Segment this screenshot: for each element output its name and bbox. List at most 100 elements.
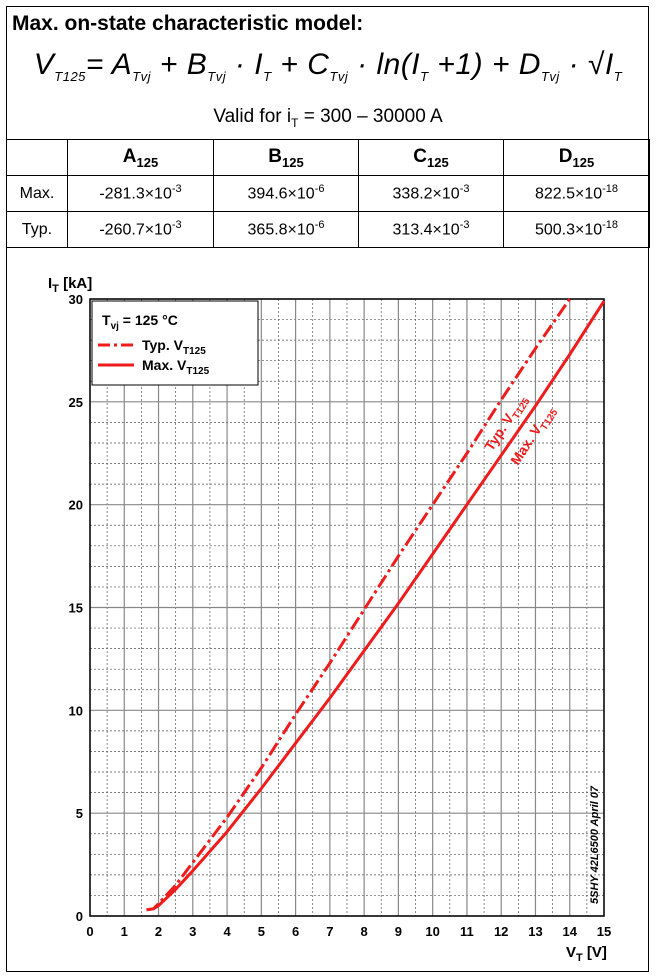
coefficient-cell: 365.8×10-6 bbox=[213, 211, 359, 248]
x-axis-label: VT [V] bbox=[566, 944, 607, 964]
coefficient-mantissa: 313.4×10 bbox=[392, 221, 460, 239]
max-vt125-curve bbox=[146, 300, 606, 912]
x-tick-label: 10 bbox=[425, 924, 439, 939]
formula-op: = bbox=[85, 48, 112, 81]
column-header bbox=[6, 139, 68, 176]
formula-lhs-sub: T125 bbox=[54, 69, 86, 84]
datasheet-frame bbox=[6, 6, 649, 972]
formula-subscript: T bbox=[613, 69, 623, 84]
formula-symbol: A bbox=[111, 48, 133, 81]
x-tick-label: 14 bbox=[562, 924, 577, 939]
y-tick-label: 15 bbox=[69, 601, 83, 616]
legend-label-max: Max. VT125 bbox=[142, 357, 210, 377]
formula-op: + bbox=[271, 48, 308, 81]
coefficient-mantissa: -260.7×10 bbox=[99, 221, 172, 239]
column-header: D125 bbox=[503, 139, 650, 176]
formula-subscript: Tvj bbox=[329, 69, 349, 84]
valid-suffix: = 300 – 30000 A bbox=[298, 106, 443, 127]
coefficient-cell: 822.5×10-18 bbox=[503, 175, 650, 212]
plot-area-border bbox=[89, 298, 605, 917]
legend-title: Tvj = 125 °C bbox=[102, 312, 178, 332]
column-header-symbol: B bbox=[268, 145, 283, 167]
coefficient-exponent: -3 bbox=[171, 183, 182, 196]
column-header: C125 bbox=[358, 139, 504, 176]
coefficient-mantissa: 394.6×10 bbox=[247, 185, 315, 203]
valid-prefix: Valid for i bbox=[213, 106, 292, 127]
formula-subscript: Tvj bbox=[207, 69, 227, 84]
model-title: Max. on-state characteristic model: bbox=[12, 12, 364, 35]
formula-symbol: B bbox=[186, 48, 208, 81]
coefficient-cell: 313.4×10-3 bbox=[358, 211, 504, 248]
formula-subscript: Tvj bbox=[540, 69, 560, 84]
column-header: B125 bbox=[213, 139, 359, 176]
valid-sub: T bbox=[291, 115, 299, 130]
column-header-sub: 125 bbox=[282, 154, 304, 170]
y-tick-label: 5 bbox=[76, 806, 83, 821]
x-tick-label: 11 bbox=[460, 924, 474, 939]
x-tick-label: 6 bbox=[292, 924, 299, 939]
coefficient-cell: -281.3×10-3 bbox=[67, 175, 214, 212]
column-header-sub: 125 bbox=[136, 154, 159, 170]
formula-symbol: I bbox=[604, 48, 614, 81]
formula-symbol: I bbox=[411, 48, 421, 81]
row-label: Typ. bbox=[6, 211, 68, 248]
column-header: A125 bbox=[67, 139, 214, 176]
formula-op: · bbox=[226, 48, 255, 81]
x-tick-label: 4 bbox=[223, 924, 231, 939]
coefficient-cell: 338.2×10-3 bbox=[358, 175, 504, 212]
coefficient-exponent: -3 bbox=[459, 219, 470, 232]
formula-symbol: I bbox=[254, 48, 264, 81]
column-header-sub: 125 bbox=[427, 154, 449, 170]
y-tick-label: 20 bbox=[69, 498, 83, 513]
coefficient-exponent: -6 bbox=[314, 183, 325, 196]
y-axis-label: IT [kA] bbox=[48, 275, 92, 295]
formula-op: · √ bbox=[559, 48, 605, 81]
row-label: Max. bbox=[6, 175, 68, 212]
column-header-sub: 125 bbox=[572, 154, 595, 170]
table-row: Max. -281.3×10-3 394.6×10-6 338.2×10-3 822.5… bbox=[6, 175, 650, 212]
formula-rhs: = ATvj + BTvj · IT + CTvj · ln(IT +1) + … bbox=[85, 48, 623, 84]
coefficient-exponent: -18 bbox=[602, 219, 619, 232]
x-tick-label: 15 bbox=[597, 924, 611, 939]
formula-subscript: T bbox=[263, 69, 272, 84]
table-row: Typ. -260.7×10-3 365.8×10-6 313.4×10-3 500.3… bbox=[6, 211, 650, 248]
coefficient-mantissa: 822.5×10 bbox=[534, 185, 603, 203]
y-tick-label: 10 bbox=[69, 703, 83, 718]
x-tick-label: 5 bbox=[258, 924, 265, 939]
formula-symbol: C bbox=[307, 48, 330, 81]
column-header-symbol: A bbox=[122, 145, 137, 167]
coefficient-cell: -260.7×10-3 bbox=[67, 211, 214, 248]
table-header-row: A125 B125 C125 D125 bbox=[6, 139, 650, 176]
document-id-watermark: 5SHY 42L6500 April 07 bbox=[589, 785, 601, 904]
formula-subscript: Tvj bbox=[132, 69, 152, 84]
legend-box bbox=[91, 300, 259, 386]
validity-range: Valid for iT = 300 – 30000 A bbox=[0, 106, 656, 130]
formula-op: +1) + bbox=[428, 48, 519, 81]
x-tick-label: 13 bbox=[528, 924, 542, 939]
column-header-symbol: C bbox=[413, 145, 428, 167]
typ-vt125-curve bbox=[146, 298, 571, 912]
coefficient-mantissa: 365.8×10 bbox=[247, 221, 315, 239]
formula-symbol: D bbox=[518, 48, 541, 81]
coefficient-mantissa: 338.2×10 bbox=[392, 185, 460, 203]
x-tick-label: 7 bbox=[326, 924, 333, 939]
x-tick-label: 1 bbox=[121, 924, 128, 939]
coefficient-exponent: -3 bbox=[459, 183, 470, 196]
coefficient-cell: 394.6×10-6 bbox=[213, 175, 359, 212]
x-tick-label: 12 bbox=[494, 924, 508, 939]
y-tick-label: 25 bbox=[69, 395, 83, 410]
coefficient-exponent: -6 bbox=[314, 219, 325, 232]
x-tick-label: 0 bbox=[86, 924, 93, 939]
column-header-symbol: D bbox=[558, 145, 573, 167]
coefficient-exponent: -18 bbox=[602, 183, 619, 196]
coefficient-cell: 500.3×10-18 bbox=[503, 211, 650, 248]
formula-op: + bbox=[151, 48, 187, 81]
coefficient-exponent: -3 bbox=[171, 219, 182, 232]
on-state-chart: 0 1 2 3 4 5 6 7 8 9 10 11 12 13 14 15 0 5 10 15 20 25 30 IT [kA… bbox=[6, 250, 649, 972]
x-tick-label: 2 bbox=[155, 924, 162, 939]
coefficient-mantissa: 500.3×10 bbox=[534, 221, 603, 239]
model-formula: VT125= ATvj + BTvj · IT + CTvj · ln(IT +… bbox=[0, 48, 656, 84]
formula-subscript: T bbox=[420, 69, 429, 84]
coefficient-table: A125 B125 C125 D125 Max. -281.3×10-3 394.6×10… bbox=[6, 139, 650, 248]
